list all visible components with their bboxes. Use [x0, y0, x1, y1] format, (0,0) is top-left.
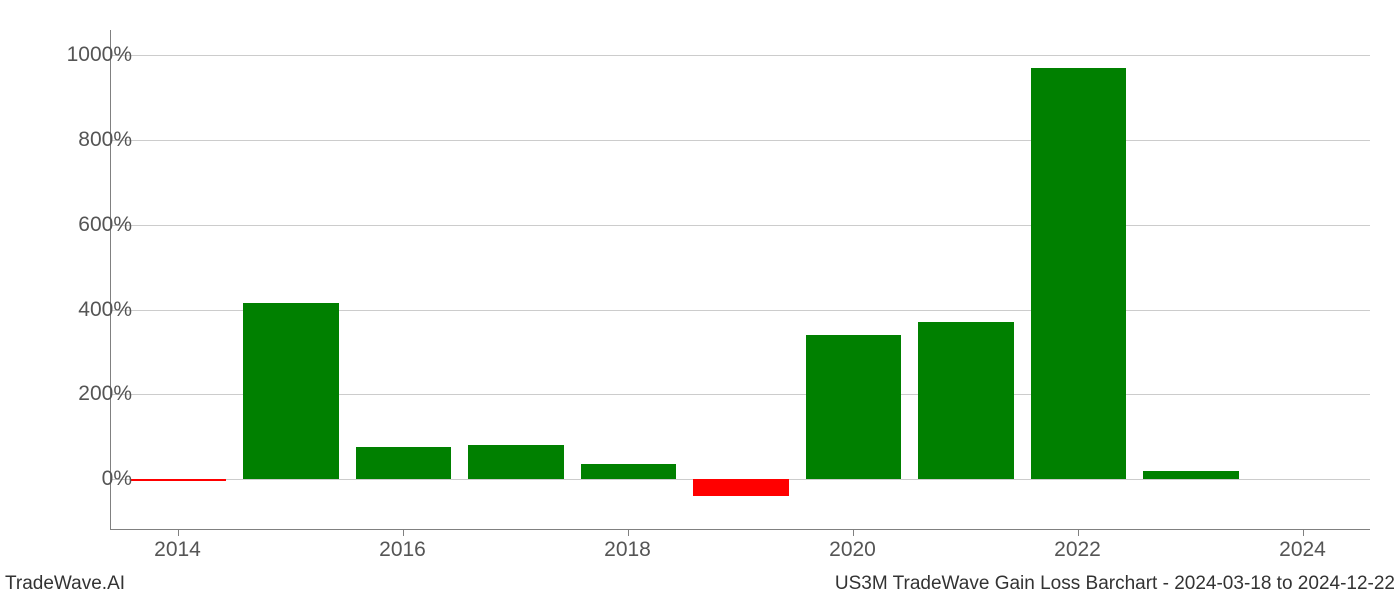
- watermark-label: TradeWave.AI: [5, 573, 125, 595]
- chart-caption: US3M TradeWave Gain Loss Barchart - 2024…: [835, 573, 1395, 595]
- y-axis-tick-label: 0%: [102, 467, 132, 491]
- chart-container: [110, 30, 1370, 530]
- x-axis-tick-label: 2020: [829, 538, 876, 562]
- y-axis-tick-label: 200%: [78, 382, 132, 406]
- chart-bar: [468, 445, 564, 479]
- chart-bar: [1031, 68, 1127, 479]
- x-axis-tick-label: 2024: [1279, 538, 1326, 562]
- gridline: [111, 55, 1370, 56]
- x-axis-tick-label: 2022: [1054, 538, 1101, 562]
- x-axis-tick-label: 2016: [379, 538, 426, 562]
- y-axis-tick-label: 1000%: [67, 43, 132, 67]
- y-axis-tick-label: 800%: [78, 128, 132, 152]
- x-axis-tick-mark: [403, 530, 404, 536]
- x-axis-tick-label: 2014: [154, 538, 201, 562]
- chart-bar: [131, 479, 227, 481]
- chart-bar: [693, 479, 789, 496]
- x-axis-tick-mark: [853, 530, 854, 536]
- chart-bar: [581, 464, 677, 479]
- x-axis-tick-mark: [178, 530, 179, 536]
- x-axis-tick-mark: [1303, 530, 1304, 536]
- gridline: [111, 140, 1370, 141]
- chart-bar: [243, 303, 339, 479]
- x-axis-tick-mark: [628, 530, 629, 536]
- gridline: [111, 225, 1370, 226]
- chart-bar: [1143, 471, 1239, 479]
- x-axis-tick-label: 2018: [604, 538, 651, 562]
- chart-bar: [806, 335, 902, 479]
- chart-bar: [356, 447, 452, 479]
- plot-area: [110, 30, 1370, 530]
- x-axis-tick-mark: [1078, 530, 1079, 536]
- y-axis-tick-label: 600%: [78, 213, 132, 237]
- chart-bar: [918, 322, 1014, 479]
- y-axis-tick-label: 400%: [78, 298, 132, 322]
